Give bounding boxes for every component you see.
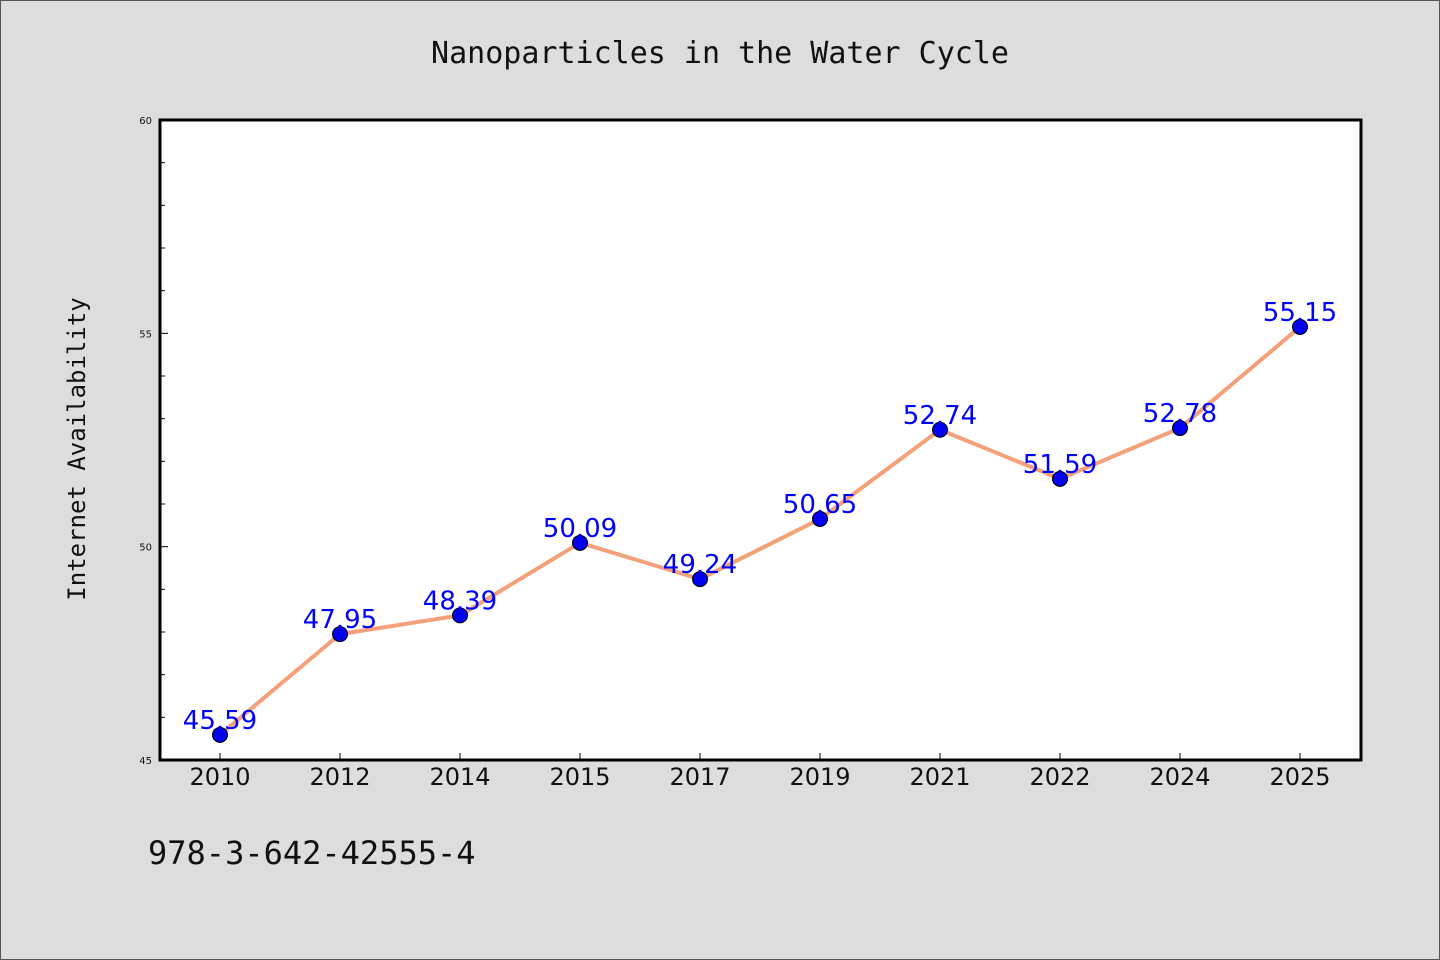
data-label: 55.15: [1263, 298, 1337, 328]
chart-title: Nanoparticles in the Water Cycle: [431, 36, 1009, 71]
data-point: [1292, 318, 1308, 335]
data-point: [692, 571, 708, 588]
x-tick-label: 2015: [549, 763, 610, 791]
x-tick-label: 2021: [909, 763, 970, 791]
y-tick-label: 60: [139, 116, 152, 127]
y-axis-label: Internet Availability: [63, 297, 91, 600]
data-point: [932, 421, 948, 438]
data-point: [572, 534, 588, 551]
data-label: 47.95: [303, 605, 377, 635]
x-tick-label: 2024: [1149, 763, 1210, 791]
data-label: 52.74: [903, 401, 977, 431]
y-tick-label: 55: [139, 329, 152, 340]
y-tick-label: 50: [139, 543, 152, 554]
x-tick-label: 2010: [189, 763, 250, 791]
data-label: 50.65: [783, 490, 857, 520]
data-point: [212, 726, 228, 743]
data-labels: 45.59 47.95 48.39 50.09 49.24 50.65 52.74 51.59…: [183, 298, 1337, 736]
series-line: [218, 324, 1302, 737]
data-point: [1052, 470, 1068, 487]
plot-area: [158, 118, 1363, 762]
footnote-isbn: 978-3-642-42555-4: [148, 834, 476, 872]
data-point-markers: [212, 318, 1308, 743]
data-label: 48.39: [423, 586, 497, 616]
y-tick-label: 45: [139, 756, 152, 767]
data-point: [1172, 420, 1188, 437]
x-tick-label: 2017: [669, 763, 730, 791]
data-label: 52.78: [1143, 399, 1217, 429]
x-tick-label: 2019: [789, 763, 850, 791]
data-point: [332, 626, 348, 643]
x-tick-label: 2022: [1029, 763, 1090, 791]
data-point: [812, 510, 828, 527]
x-tick-label: 2012: [309, 763, 370, 791]
x-tick-label: 2014: [429, 763, 490, 791]
data-label: 50.09: [543, 514, 617, 544]
data-point: [452, 607, 468, 624]
y-axis-ticks: 45 50 55 60: [139, 116, 168, 767]
data-label: 51.59: [1023, 450, 1097, 480]
x-tick-label: 2025: [1269, 763, 1330, 791]
data-label: 45.59: [183, 706, 257, 736]
x-axis-ticks: 2010 2012 2014 2015 2017 2019 2021 2022 2024 2025: [189, 753, 1331, 791]
data-label: 49.24: [663, 550, 737, 580]
series-line-group: [218, 324, 1302, 737]
